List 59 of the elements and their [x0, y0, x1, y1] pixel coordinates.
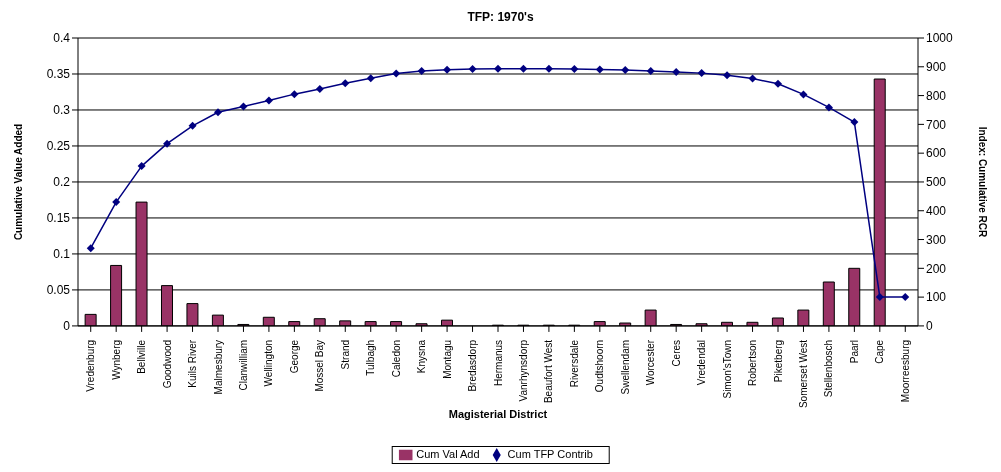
- x-tick-label: Somerset West: [797, 339, 809, 409]
- x-tick-label: Wellington: [263, 339, 275, 387]
- x-tick-label: Riversdale: [568, 339, 580, 388]
- y2-tick-label: 700: [926, 117, 947, 132]
- x-tick-label: Worcester: [645, 339, 657, 386]
- chart-title: TFP: 1970's: [466, 9, 535, 26]
- x-tick-label: Bellville: [136, 339, 148, 374]
- y2-tick-label: 900: [926, 60, 947, 75]
- x-tick-label: Kuils River: [187, 339, 199, 388]
- x-tick-label: Stellenbosch: [823, 339, 835, 398]
- x-tick-label: Tulbagh: [365, 339, 377, 376]
- y-tick-label: 0.25: [46, 139, 71, 154]
- x-tick-label: Vredenburg: [85, 339, 97, 392]
- y2-tick-label: 800: [926, 88, 947, 103]
- y2-tick-label: 0: [926, 319, 933, 334]
- y2-tick-label: 300: [926, 232, 947, 247]
- x-tick-label: Vredendal: [696, 339, 708, 386]
- y-axis-title: Cumulative Value Added: [12, 123, 24, 241]
- y-tick-label: 0: [63, 319, 71, 334]
- legend-label: Cum Val Add: [416, 447, 480, 460]
- x-tick-label: Ceres: [670, 339, 682, 367]
- x-tick-label: Wynberg: [110, 339, 122, 380]
- y2-tick-label: 1000: [926, 31, 954, 46]
- y-tick-label: 0.1: [53, 247, 71, 262]
- y2-axis-title: Index: Cumulative RCR: [977, 126, 989, 239]
- y2-tick-label: 200: [926, 261, 947, 276]
- y-tick-label: 0.35: [46, 67, 71, 82]
- x-tick-label: Strand: [339, 339, 351, 370]
- x-tick-label: Hermanus: [492, 339, 504, 387]
- x-tick-label: Paarl: [848, 339, 860, 364]
- y-tick-label: 0.4: [53, 31, 71, 46]
- x-tick-label: Oudtshoorn: [594, 339, 606, 393]
- x-tick-label: Goodwood: [161, 339, 173, 389]
- x-tick-label: Clanwilliam: [237, 339, 249, 391]
- x-tick-label: Vanrhynsdorp: [517, 339, 529, 402]
- y-tick-label: 0.2: [53, 175, 71, 190]
- x-tick-label: Bredasdorp: [467, 339, 479, 392]
- y-tick-label: 0.15: [46, 211, 71, 226]
- x-tick-label: Swellendam: [619, 339, 631, 395]
- x-tick-label: Piketberg: [772, 339, 784, 383]
- x-tick-label: Montagu: [441, 339, 453, 379]
- y2-tick-label: 100: [926, 290, 947, 305]
- x-tick-label: Robertson: [747, 339, 759, 387]
- x-tick-label: Moorreesburg: [899, 339, 911, 403]
- x-tick-label: Beaufort West: [543, 339, 555, 404]
- y2-tick-label: 500: [926, 175, 947, 190]
- y-tick-label: 0.3: [53, 103, 71, 118]
- x-tick-label: Caledon: [390, 339, 402, 378]
- legend-label: Cum TFP Contrib: [507, 447, 593, 460]
- x-tick-label: George: [288, 339, 300, 374]
- x-tick-label: Simon'sTown: [721, 339, 733, 399]
- x-tick-label: Mossel Bay: [314, 339, 326, 392]
- x-tick-label: Knysna: [416, 339, 428, 374]
- x-axis-title: Magisterial District: [448, 407, 548, 420]
- y2-tick-label: 600: [926, 146, 947, 161]
- x-tick-label: Malmesbury: [212, 339, 224, 395]
- y-tick-label: 0.05: [46, 283, 71, 298]
- x-tick-label: Cape: [874, 339, 886, 364]
- y2-tick-label: 400: [926, 204, 947, 218]
